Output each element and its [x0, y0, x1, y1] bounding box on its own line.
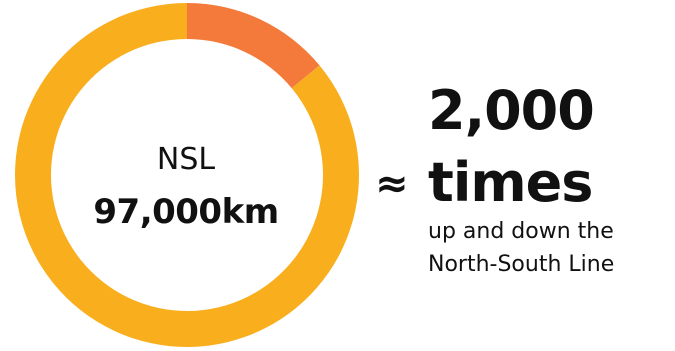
- donut-slice-1: [187, 3, 320, 89]
- comparison-unit: times: [428, 151, 593, 214]
- comparison-text-line1: up and down the: [428, 219, 614, 244]
- approx-symbol: ≈: [375, 161, 409, 207]
- comparison-text-line2: North-South Line: [428, 252, 615, 277]
- donut-center-value: 97,000km: [93, 192, 279, 232]
- comparison-number: 2,000: [428, 79, 595, 142]
- donut-center-label: NSL: [156, 142, 216, 177]
